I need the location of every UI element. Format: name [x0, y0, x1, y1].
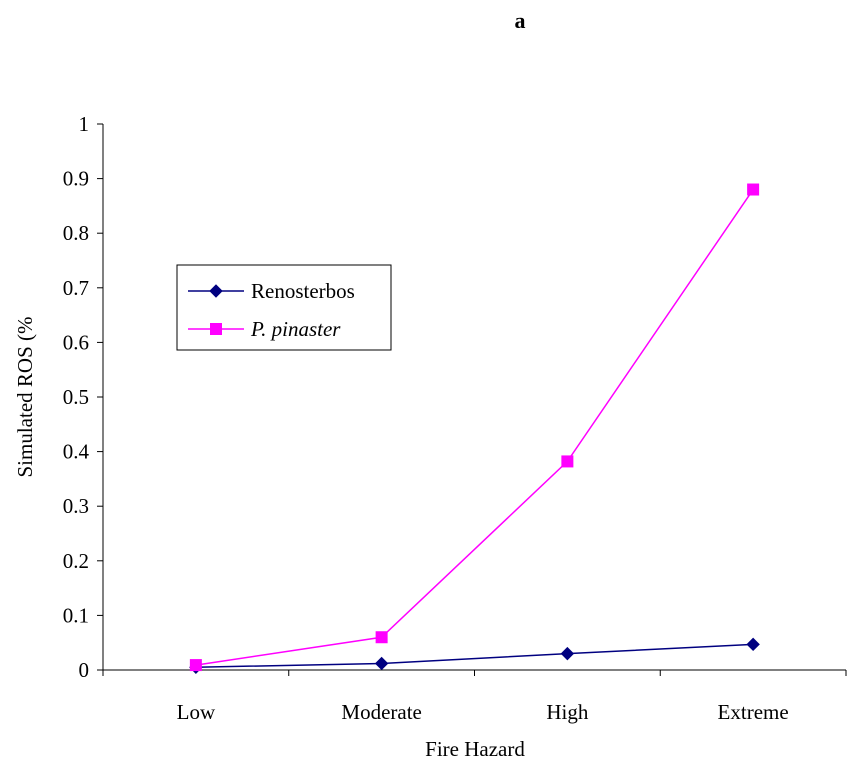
y-tick-label: 0.8 — [63, 221, 89, 245]
y-tick-label: 0.9 — [63, 167, 89, 191]
data-point-renosterbos — [374, 656, 389, 671]
data-point-renosterbos — [560, 646, 575, 661]
y-tick-label: 0 — [79, 658, 90, 682]
y-axis-title: Simulated ROS (% — [13, 317, 37, 478]
legend-box — [176, 264, 392, 351]
chart-title: a — [515, 8, 526, 33]
x-tick-label: Extreme — [718, 700, 789, 724]
x-axis-title: Fire Hazard — [425, 737, 525, 761]
data-point-p-pinaster — [189, 659, 202, 672]
axes — [102, 124, 846, 671]
y-tick-label: 0.2 — [63, 549, 89, 573]
data-point-p-pinaster — [747, 183, 760, 196]
legend: Renosterbos P. pinaster — [176, 264, 392, 351]
y-tick-label: 0.3 — [63, 494, 89, 518]
data-point-renosterbos — [746, 637, 760, 652]
legend-label-renosterbos: Renosterbos — [251, 279, 355, 303]
y-tick-label: 0.6 — [63, 330, 89, 354]
series-line-p-pinaster — [195, 189, 754, 666]
y-tick-label: 0.1 — [63, 603, 89, 627]
data-point-p-pinaster — [561, 455, 574, 468]
x-tick-label: Moderate — [341, 700, 421, 724]
legend-label-p-pinaster: P. pinaster — [250, 317, 341, 341]
x-tick-label: High — [546, 700, 589, 724]
y-tick-label: 0.4 — [63, 440, 90, 464]
y-ticks: 0 0.1 0.2 0.3 0.4 0.5 0.6 0.7 0.8 0.9 1 — [63, 112, 103, 682]
legend-marker-p-pinaster — [210, 323, 222, 335]
x-tick-label: Low — [177, 700, 216, 724]
legend-marker-renosterbos — [209, 284, 223, 298]
y-tick-label: 1 — [79, 112, 90, 136]
data-point-p-pinaster — [375, 631, 388, 644]
y-tick-label: 0.5 — [63, 385, 89, 409]
series-layer — [189, 183, 760, 674]
x-ticks: Low Moderate High Extreme — [102, 670, 847, 724]
series-line-renosterbos — [195, 643, 754, 669]
y-tick-label: 0.7 — [63, 276, 89, 300]
